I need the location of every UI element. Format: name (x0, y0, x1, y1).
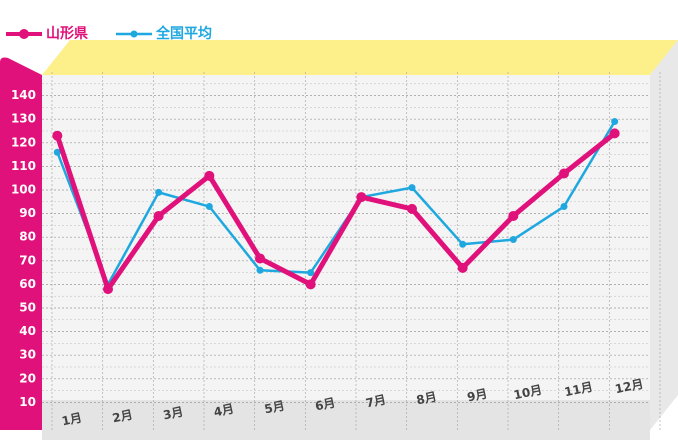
y-tick-label: 100 (11, 183, 36, 197)
y-tick-label: 10 (19, 395, 36, 409)
x-tick-label: 5月 (263, 399, 286, 417)
data-point (509, 236, 517, 244)
data-point (407, 203, 417, 214)
legend-swatch (19, 29, 29, 39)
x-tick-label: 12月 (614, 377, 645, 397)
data-point (560, 203, 568, 211)
y-tick-label: 70 (19, 253, 36, 267)
x-tick-label: 2月 (111, 408, 134, 426)
y-tick-label: 90 (19, 206, 36, 220)
series-line (54, 131, 617, 292)
x-tick-label: 10月 (512, 383, 543, 403)
legend-label: 山形県 (46, 25, 88, 42)
data-point (52, 130, 63, 141)
data-point (53, 148, 61, 156)
data-point (611, 118, 619, 126)
top-band (42, 40, 678, 75)
data-point (103, 284, 113, 295)
data-point (457, 262, 468, 273)
y-tick-label: 130 (11, 112, 36, 126)
data-point (356, 192, 367, 203)
y-band (0, 57, 42, 430)
data-point (559, 168, 569, 179)
y-tick-label: 140 (11, 88, 36, 102)
plot-background (42, 75, 650, 430)
data-point (408, 184, 416, 192)
x-tick-label: 9月 (466, 387, 489, 405)
data-point (609, 128, 620, 139)
side-band (650, 40, 678, 430)
data-point (153, 210, 164, 221)
data-point (459, 240, 467, 248)
y-tick-label: 80 (19, 230, 36, 244)
data-point (255, 253, 265, 264)
data-point (508, 210, 519, 221)
data-point (256, 266, 264, 274)
x-tick-label: 4月 (212, 402, 235, 420)
x-tick-label: 11月 (563, 380, 594, 400)
y-tick-label: 50 (19, 301, 36, 315)
x-tick-label: 3月 (162, 405, 185, 423)
x-tick-label: 7月 (364, 393, 387, 411)
x-tick-label: 1月 (60, 411, 83, 429)
legend-label: 全国平均 (155, 25, 212, 42)
y-tick-label: 60 (19, 277, 36, 291)
x-tick-label: 8月 (415, 390, 438, 408)
data-point (307, 269, 315, 277)
y-tick-label: 30 (19, 348, 36, 362)
data-point (205, 203, 213, 211)
y-tick-label: 110 (11, 159, 36, 173)
data-point (305, 279, 316, 290)
legend: 山形県 全国平均 (6, 25, 212, 42)
legend-swatch (130, 30, 138, 38)
data-point (204, 170, 215, 181)
y-tick-label: 120 (11, 135, 36, 149)
x-tick-label: 6月 (314, 396, 337, 414)
y-tick-label: 40 (19, 324, 36, 338)
y-tick-label: 20 (19, 371, 36, 385)
x-band (42, 400, 650, 440)
data-point (155, 188, 163, 196)
series-line (56, 120, 616, 286)
